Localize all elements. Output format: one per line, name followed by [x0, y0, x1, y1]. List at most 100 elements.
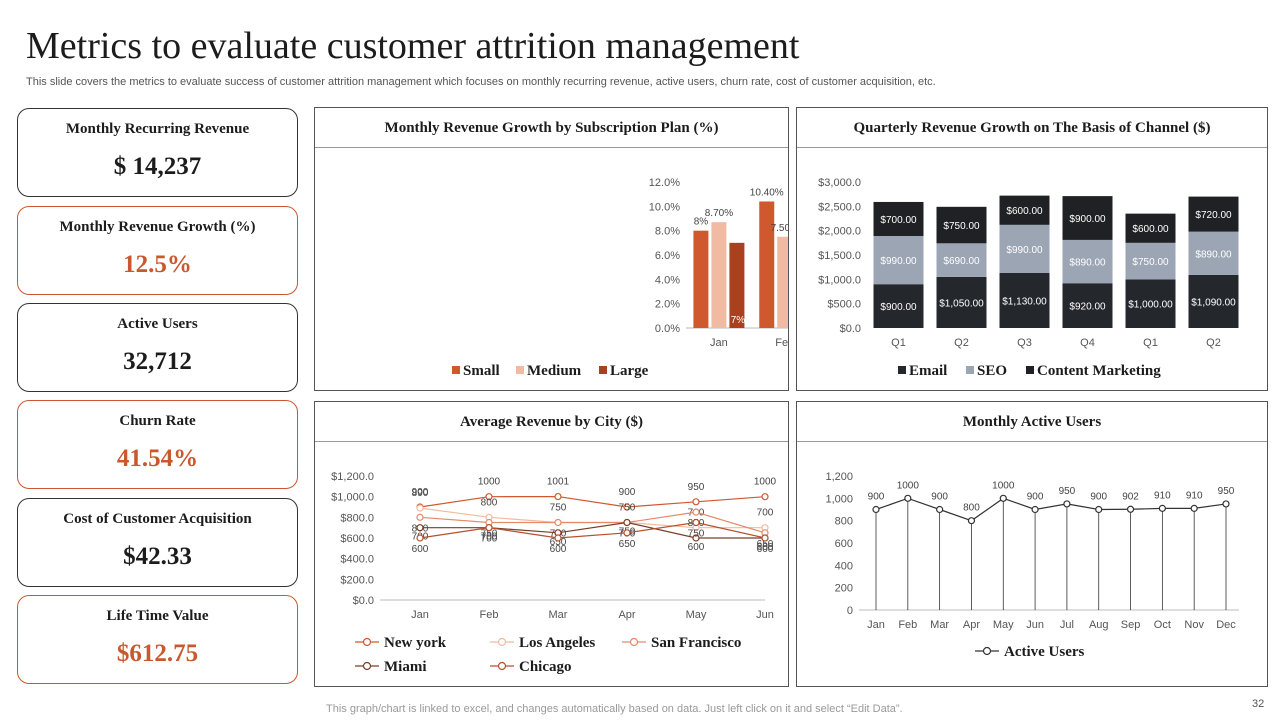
y-tick-label: 6.0% — [655, 250, 680, 262]
data-label: $720.00 — [1195, 210, 1232, 221]
chart-panel-channel-growth[interactable]: Quarterly Revenue Growth on The Basis of… — [796, 107, 1268, 391]
data-point — [967, 517, 976, 525]
kpi-label: Active Users — [117, 316, 198, 332]
x-tick-label: Q3 — [1017, 337, 1032, 349]
kpi-card-mrr: Monthly Recurring Revenue $ 14,237 — [17, 108, 298, 197]
data-label: $1,000.00 — [1128, 300, 1173, 311]
data-label: $690.00 — [943, 256, 980, 267]
data-label: $600.00 — [1132, 224, 1169, 235]
chart-title: Monthly Active Users — [797, 402, 1267, 442]
data-point — [623, 518, 631, 527]
series-line-miami — [420, 521, 765, 539]
x-tick-label: Q1 — [891, 337, 906, 349]
data-label: $990.00 — [1006, 245, 1043, 256]
data-label: 890 — [412, 488, 429, 499]
data-label: 800 — [481, 497, 498, 508]
legend-marker — [497, 661, 507, 671]
bar-email — [1125, 279, 1176, 328]
bar-large — [729, 242, 745, 328]
legend-swatch — [1026, 366, 1034, 374]
y-tick-label: 1,200 — [825, 471, 853, 483]
y-tick-label: 0 — [847, 605, 853, 617]
slide-title: Metrics to evaluate customer attrition m… — [26, 25, 800, 67]
data-label: 1000 — [754, 477, 777, 488]
series-line-new-york — [419, 495, 766, 508]
bar-content-marketing — [999, 195, 1050, 225]
kpi-card-churn-rate: Churn Rate 41.54% — [17, 400, 298, 489]
data-label: 800 — [963, 503, 980, 514]
data-label: $700.00 — [880, 215, 917, 226]
kpi-label: Monthly Revenue Growth (%) — [59, 219, 256, 235]
legend-label: San Francisco — [651, 635, 741, 651]
data-point — [554, 492, 562, 501]
data-label: 950 — [1218, 486, 1235, 497]
chart-revenue-by-city: $0.0 $200.0 $400.0 $600.0 $800.0 $1,000.0 $1,2… — [331, 471, 777, 675]
data-label: 600 — [688, 542, 705, 553]
kpi-value: $42.33 — [123, 543, 192, 570]
x-tick-label: Oct — [1154, 619, 1171, 631]
data-label: 10.40% — [750, 187, 784, 198]
bar-medium — [711, 222, 727, 328]
data-label: $750.00 — [943, 221, 980, 232]
bar-seo — [936, 243, 987, 277]
x-tick-label: Jan — [867, 619, 885, 631]
x-tick-label: Dec — [1216, 619, 1236, 631]
data-point — [936, 505, 944, 514]
data-point — [554, 518, 562, 527]
kpi-value: 32,712 — [123, 348, 192, 375]
data-label: 8.70% — [705, 208, 733, 219]
data-label: 700 — [481, 532, 498, 543]
data-label: 600 — [757, 544, 774, 555]
data-point — [485, 524, 493, 532]
bar-email — [873, 284, 924, 328]
legend-label: Content Marketing — [1037, 363, 1161, 379]
data-point — [904, 494, 912, 502]
y-tick-label: $3,000.0 — [818, 177, 861, 189]
kpi-label: Life Time Value — [106, 608, 209, 624]
legend-label: Email — [909, 363, 947, 379]
data-label: 1000 — [478, 477, 501, 488]
x-tick-label: Jun — [1026, 619, 1044, 631]
x-tick-label: May — [686, 609, 707, 621]
data-label: $1,090.00 — [1191, 297, 1236, 308]
kpi-value: 12.5% — [123, 251, 192, 278]
legend-label: Los Angeles — [519, 635, 595, 651]
y-tick-label: 4.0% — [655, 274, 680, 286]
kpi-value: $ 14,237 — [113, 153, 202, 180]
chart-title: Monthly Revenue Growth by Subscription P… — [315, 108, 788, 148]
y-tick-label: 200 — [835, 583, 853, 595]
data-label: 900 — [412, 487, 429, 498]
x-tick-label: Aug — [1089, 619, 1109, 631]
legend-marker — [497, 637, 507, 647]
data-point — [1158, 504, 1166, 512]
legend-swatch — [452, 366, 460, 374]
chart-panel-subscription-growth[interactable]: Monthly Revenue Growth by Subscription P… — [314, 107, 789, 391]
data-label: $990.00 — [880, 256, 917, 267]
series-line-active-users — [875, 497, 1227, 522]
data-label: 650 — [550, 537, 567, 548]
legend-label: Medium — [527, 363, 582, 379]
data-label: 900 — [1027, 492, 1044, 503]
chart-panel-revenue-by-city[interactable]: Average Revenue by City ($) $0.0 $200.0 $4… — [314, 401, 789, 687]
data-label: $920.00 — [1069, 302, 1106, 313]
data-label: 1000 — [897, 480, 920, 491]
y-tick-label: 600 — [835, 538, 853, 550]
y-tick-label: $0.0 — [840, 323, 861, 335]
x-tick-label: Q2 — [1206, 337, 1221, 349]
series-line-chicago — [419, 521, 766, 539]
data-point — [416, 534, 424, 542]
chart-panel-active-users[interactable]: Monthly Active Users 0 200 400 600 800 1,000 1… — [796, 401, 1268, 687]
data-point — [692, 518, 700, 527]
x-tick-label: Jan — [411, 609, 429, 621]
x-tick-label: Q2 — [954, 337, 969, 349]
data-point — [1031, 505, 1039, 514]
data-point — [999, 494, 1007, 502]
x-tick-label: Sep — [1121, 619, 1141, 631]
bar-email — [1062, 283, 1113, 328]
data-point — [761, 534, 769, 542]
kpi-card-active-users: Active Users 32,712 — [17, 303, 298, 392]
data-label: 700 — [481, 534, 498, 545]
series-line-san-francisco — [419, 511, 766, 534]
x-tick-label: Jan — [710, 337, 728, 349]
legend-label: SEO — [977, 363, 1007, 379]
